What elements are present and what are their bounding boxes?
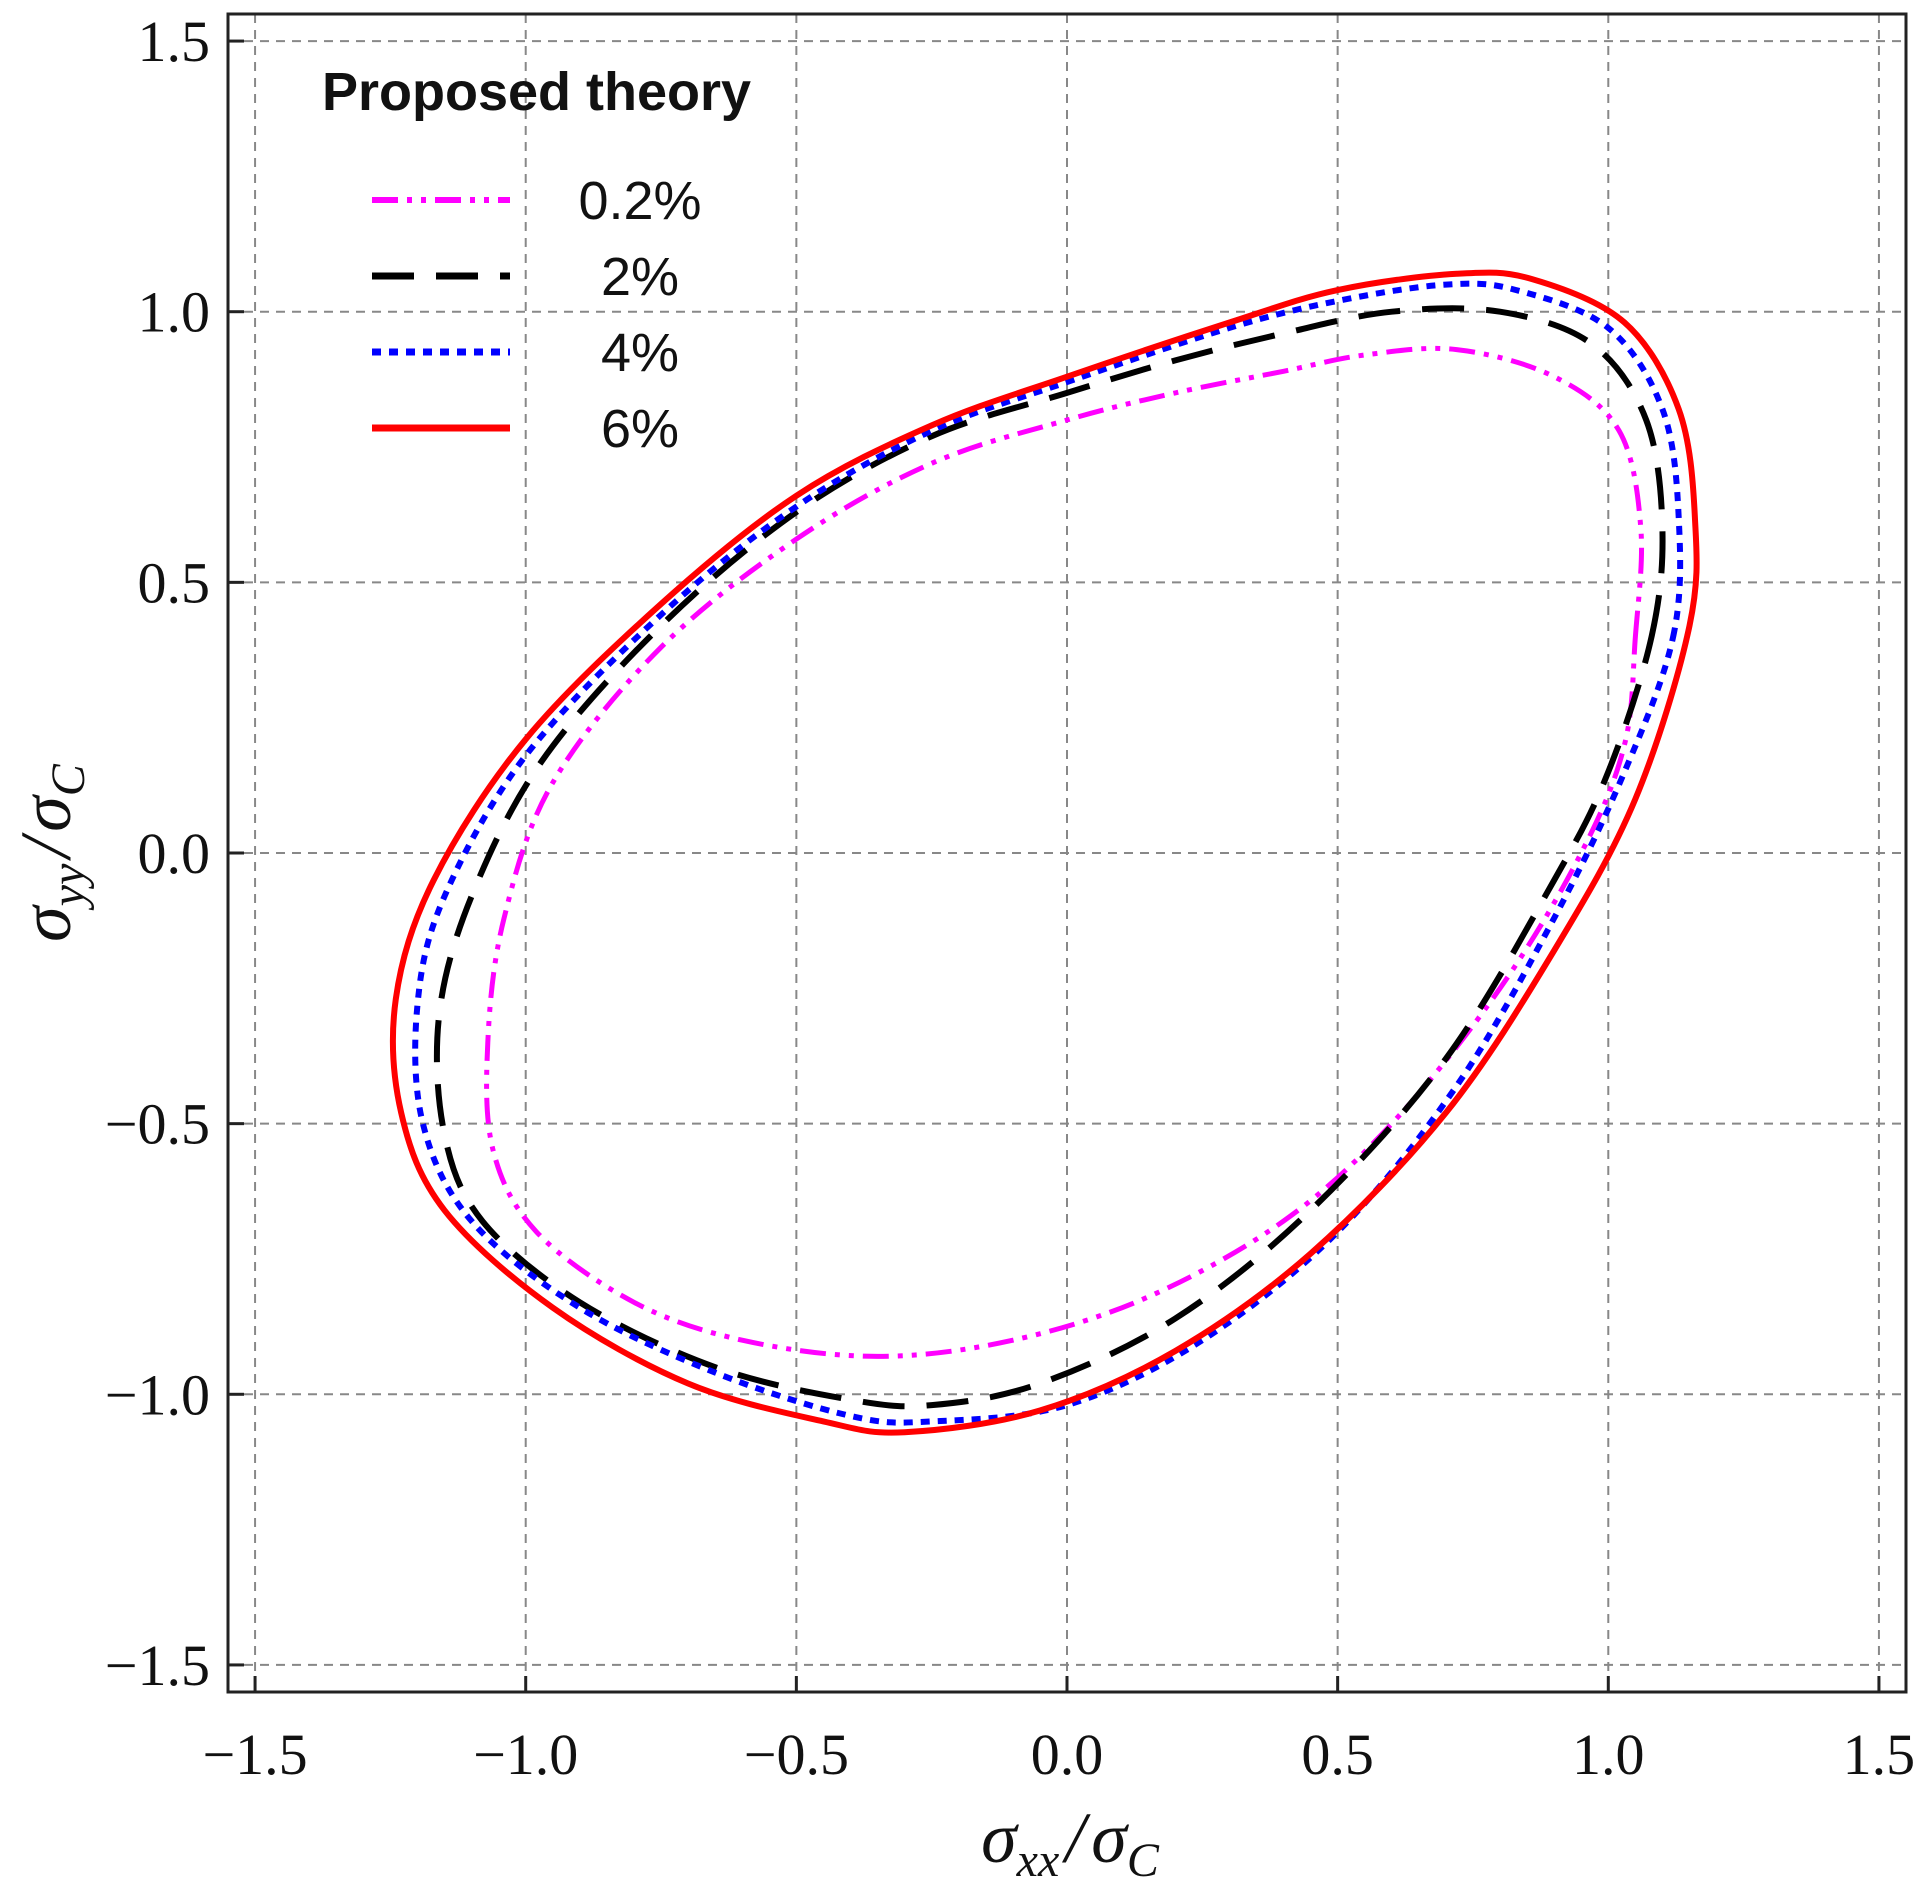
x-tick-label: −1.5 <box>202 1722 307 1787</box>
x-tick-label: 1.5 <box>1843 1722 1916 1787</box>
x-tick-label: −1.0 <box>473 1722 578 1787</box>
y-tick-label: −1.5 <box>105 1633 210 1698</box>
y-tick-label: 0.5 <box>138 550 211 615</box>
x-axis-title: σxx/σC <box>981 1798 1160 1886</box>
x-tick-label: 0.0 <box>1031 1722 1104 1787</box>
legend: Proposed theory 0.2% 2% 4% 6% <box>322 62 751 459</box>
y-tick-label: −0.5 <box>105 1092 210 1157</box>
tick-labels: −1.5 −1.0 −0.5 0.0 0.5 1.0 1.5 −1.5 −1.0 −0.5 0.0 0… <box>105 9 1915 1787</box>
series-line-2-pct <box>433 305 1666 1410</box>
legend-label: 6% <box>601 399 679 459</box>
y-axis-title: σyy/σC <box>6 763 95 942</box>
y-tick-label: −1.0 <box>105 1362 210 1427</box>
x-tick-label: −0.5 <box>744 1722 849 1787</box>
series-line-6-pct <box>389 269 1700 1436</box>
axis-ticks <box>228 39 1881 1692</box>
x-tick-label: 0.5 <box>1301 1722 1374 1787</box>
y-tick-label: 1.5 <box>138 9 211 74</box>
legend-label: 0.2% <box>578 171 701 231</box>
legend-label: 4% <box>601 323 679 383</box>
legend-label: 2% <box>601 247 679 307</box>
y-tick-label: 0.0 <box>138 821 211 886</box>
y-tick-label: 1.0 <box>138 280 211 345</box>
series-layer <box>389 269 1700 1436</box>
x-tick-label: 1.0 <box>1572 1722 1645 1787</box>
legend-title: Proposed theory <box>322 62 751 122</box>
